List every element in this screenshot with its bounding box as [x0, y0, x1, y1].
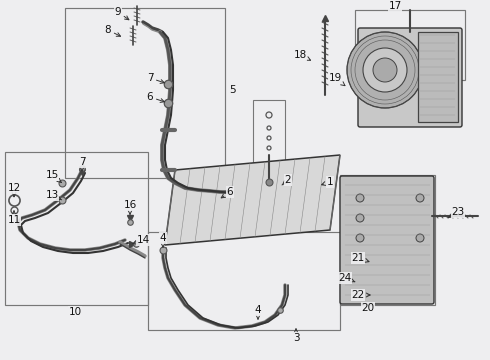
Bar: [253, 100, 285, 185]
Text: 23: 23: [448, 207, 465, 218]
Text: 15: 15: [46, 170, 61, 183]
Bar: [340, 175, 435, 305]
Text: 12: 12: [7, 183, 21, 197]
Text: 5: 5: [229, 85, 235, 95]
FancyBboxPatch shape: [358, 28, 462, 127]
Text: 3: 3: [293, 329, 299, 343]
Text: 7: 7: [147, 73, 164, 84]
Circle shape: [416, 194, 424, 202]
Bar: [65, 8, 225, 178]
Text: 6: 6: [221, 187, 233, 198]
Bar: [5, 152, 148, 305]
Text: 10: 10: [69, 307, 81, 317]
Circle shape: [356, 234, 364, 242]
Text: 4: 4: [255, 305, 261, 319]
Circle shape: [416, 234, 424, 242]
Circle shape: [363, 48, 407, 92]
Text: 13: 13: [46, 190, 62, 200]
Text: 7: 7: [79, 157, 85, 171]
Text: 8: 8: [105, 25, 121, 36]
Text: 1: 1: [321, 177, 333, 187]
Text: 22: 22: [351, 290, 370, 300]
Text: 2: 2: [282, 175, 292, 185]
FancyBboxPatch shape: [340, 176, 434, 304]
Text: 19: 19: [328, 73, 345, 86]
Text: 16: 16: [123, 200, 137, 214]
Text: 4: 4: [160, 233, 166, 247]
Text: 21: 21: [351, 253, 369, 263]
Circle shape: [356, 214, 364, 222]
Text: 24: 24: [339, 273, 355, 283]
Bar: [418, 32, 458, 122]
Bar: [355, 10, 465, 80]
Bar: [148, 232, 340, 330]
Text: 6: 6: [147, 92, 164, 102]
Circle shape: [373, 58, 397, 82]
Polygon shape: [165, 155, 340, 245]
Circle shape: [356, 194, 364, 202]
Text: 11: 11: [7, 211, 21, 225]
Text: 20: 20: [362, 303, 374, 313]
Text: 14: 14: [133, 235, 149, 245]
Text: 18: 18: [294, 50, 311, 60]
Circle shape: [347, 32, 423, 108]
Text: 17: 17: [389, 1, 402, 11]
Text: 9: 9: [115, 7, 129, 20]
